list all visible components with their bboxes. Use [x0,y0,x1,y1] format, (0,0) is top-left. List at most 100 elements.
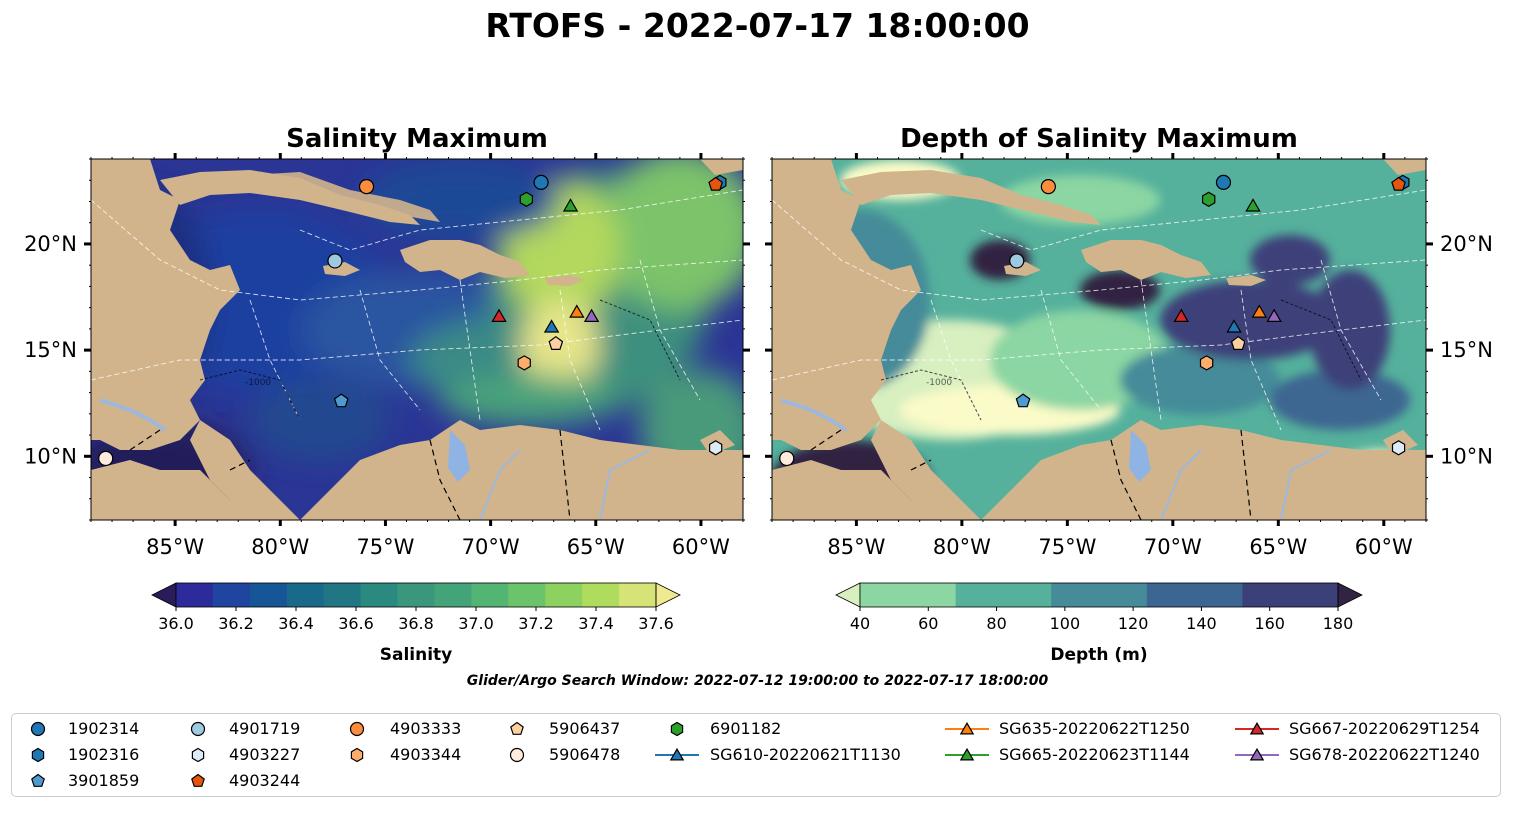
legend-markers [30,721,1279,787]
x-tick-label: 75°W [356,535,414,559]
marker-5906478 [779,450,795,467]
legend-marker-4903244 [191,773,205,787]
colorbar-bin [860,583,957,607]
colorbar-tick-label: 80 [986,614,1006,633]
legend-marker-6901182 [670,721,684,737]
x-tick-label: 80°W [251,535,309,559]
legend-label: 4903227 [229,745,301,764]
legend-marker-SG635-20220622T1250 [959,722,975,735]
marker-4903244 [708,176,724,191]
colorbar-bin [212,583,251,607]
south-america-land [981,420,1426,520]
lake-nicaragua [780,398,848,432]
legend-label: SG667-20220629T1254 [1289,719,1480,738]
legend-marker-1902316 [31,747,45,763]
colorbar-bin [176,583,214,607]
legend-label: 4903244 [229,771,301,790]
legend-label: 4903344 [390,745,462,764]
legend-marker-5906478 [509,747,525,763]
y-tick-label: 10°N [24,444,77,468]
marker-3901859 [333,393,349,408]
colorbar-tick-label: 37.2 [518,614,554,633]
puerto-rico-land [1226,275,1266,286]
bathymetry-contour [199,299,681,421]
land-masses [772,159,1426,520]
legend-label: 5906437 [549,719,621,738]
x-tick-label: 70°W [462,535,520,559]
marker-SG678-20220622T1240 [583,308,600,322]
colorbar-tick-label: 60 [918,614,938,633]
marker-1902314 [1215,174,1232,190]
colorbar-tick-label: 36.8 [398,614,434,633]
marker-SG667-20220629T1254 [491,308,507,322]
salinity-field-patches [91,159,743,520]
hispaniola-land [400,240,530,280]
colorbar-bin [619,583,657,607]
legend-marker-4903333 [349,721,365,737]
legend-label: 1902314 [68,719,140,738]
legend-marker-SG665-20220623T1144 [959,747,975,761]
colorbar-over-extend [1337,582,1363,608]
salinity-max-map: -1000 85°W 80°W 75°W 70°W 65°W 60°W 10°N 15°N 20… [24,153,750,559]
pacific-coast-land [772,460,941,520]
marker-SG665-20220623T1144 [562,198,579,212]
marker-4903333 [1040,179,1056,195]
y-tick-label: 10°N [1440,444,1493,468]
colorbar-tick-label: 160 [1254,614,1285,633]
marker-6901182 [1201,191,1216,207]
colorbar-bin [508,583,546,607]
x-tick-label: 65°W [1249,535,1307,559]
legend-label: 6901182 [710,719,782,738]
legend-label: 1902316 [68,745,140,764]
contour-label: -1000 [245,378,271,388]
marker-4903227 [708,440,723,456]
country-borders [810,429,1252,520]
search-window-note: Glider/Argo Search Window: 2022-07-12 19… [466,673,1049,689]
marker-SG610-20220621T1130 [543,319,560,333]
left-panel-title: Salinity Maximum [286,124,548,154]
yucatan-central-america-land [772,159,921,450]
x-tick-label: 60°W [1355,535,1413,559]
y-tick-label: 20°N [24,232,77,256]
marker-SG635-20220622T1250 [569,304,585,318]
colorbar-bin [323,583,362,607]
figure-title: RTOFS - 2022-07-17 18:00:00 [485,6,1030,45]
lake-maracaibo [448,430,470,482]
colorbar-bin [955,583,1052,607]
colorbar-bin [471,583,509,607]
colorbar-under-extend [835,582,861,608]
colorbar-bin [286,583,325,607]
eez-boundaries [91,189,743,431]
marker-4901719 [1009,253,1025,269]
colorbar-bin [1051,583,1148,607]
legend-marker-4903227 [191,747,205,763]
colorbar-bin [249,583,288,607]
y-tick-label: 15°N [24,338,77,362]
depth-colorbar-label: Depth (m) [1050,645,1148,665]
puerto-rico-land [545,275,585,286]
colorbar-tick-label: 36.0 [158,614,194,633]
legend-label: 4901719 [229,719,301,738]
salinity-colorbar: 36.0 36.2 36.4 36.6 36.8 37.0 37.2 37.4 37.6 [151,582,681,633]
legend-label: 5906478 [549,745,621,764]
marker-3901859 [1015,393,1031,408]
colorbar-tick-label: 120 [1118,614,1149,633]
legend-marker-SG678-20220622T1240 [1249,747,1265,761]
hispaniola-land [1081,240,1211,280]
rivers [479,449,651,520]
legend-marker-4903344 [350,747,364,763]
x-tick-label: 60°W [672,535,730,559]
legend-marker-SG610-20220621T1130 [669,747,685,761]
colorbar-tick-label: 36.2 [218,614,254,633]
cuba-land [841,170,1101,225]
x-tick-label: 85°W [146,535,204,559]
colorbar-bin [360,583,399,607]
map-ticks: 85°W 80°W 75°W 70°W 65°W 60°W 10°N 15°N 20°N [765,153,1493,559]
y-tick-label: 15°N [1440,338,1493,362]
south-america-land [300,420,743,520]
bathymetry-contour [880,299,1362,421]
observation-markers [98,174,727,467]
colorbar-tick-label: 100 [1050,614,1081,633]
legend-marker-3901859 [31,773,45,787]
legend-marker-5906437 [510,721,524,735]
